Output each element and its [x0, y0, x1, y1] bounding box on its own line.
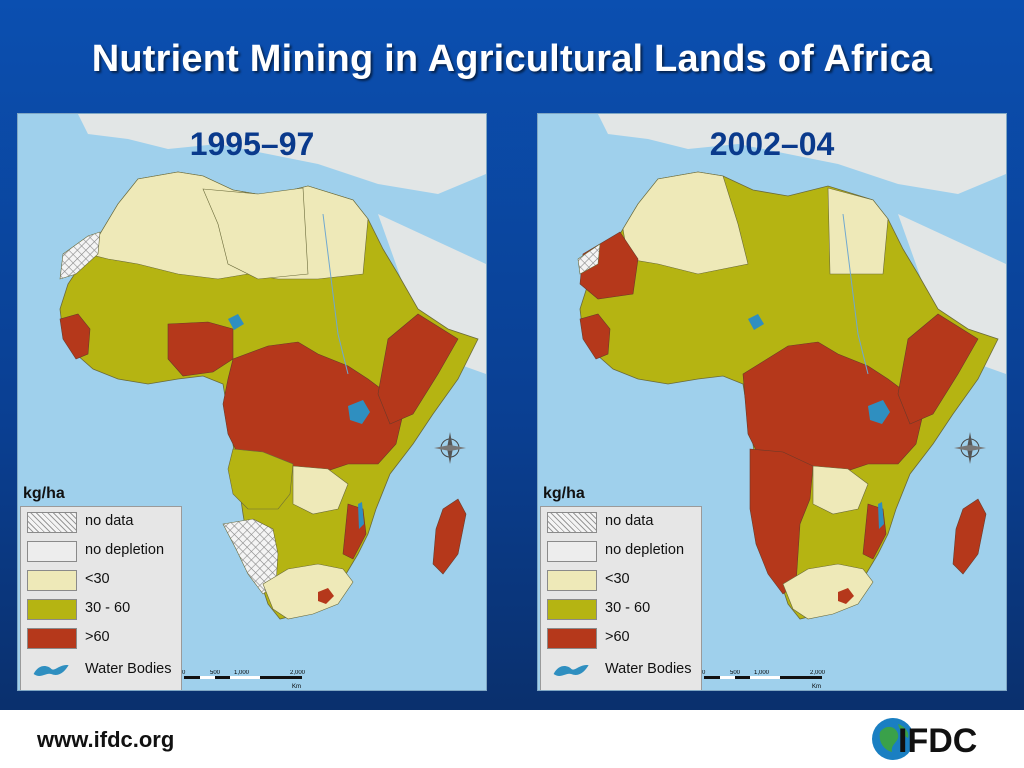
legend-label: <30	[85, 571, 110, 587]
legend-row-water: Water Bodies	[541, 657, 701, 685]
legend-row-no-depletion: no depletion	[21, 538, 181, 566]
legend-row-no-data: no data	[21, 509, 181, 537]
angola-region	[227, 448, 294, 510]
lake-victoria-water	[348, 400, 370, 424]
scale-unit: Km	[812, 684, 821, 690]
legend-row-lt30: <30	[541, 567, 701, 595]
algeria-region	[622, 171, 749, 275]
legend-label: no data	[605, 513, 654, 529]
legend-row-no-data: no data	[541, 509, 701, 537]
lake-chad-water	[228, 314, 244, 330]
water-bodies-icon	[553, 665, 589, 676]
compass-icon	[434, 432, 466, 464]
central-africa-region	[222, 341, 404, 475]
slide-title: Nutrient Mining in Agricultural Lands of…	[91, 38, 933, 80]
south-africa-region	[782, 563, 874, 620]
europe-landmass	[598, 114, 1006, 194]
legend-unit: kg/ha	[543, 485, 585, 502]
swatch-no-depletion	[547, 541, 597, 562]
zambia-region	[812, 465, 869, 515]
south-africa-region	[262, 563, 354, 620]
legend-unit: kg/ha	[23, 485, 65, 502]
legend-label: <30	[605, 571, 630, 587]
swatch-30-60	[547, 599, 597, 620]
legend-row-water: Water Bodies	[21, 657, 181, 685]
legend-row-30-60: 30 - 60	[541, 596, 701, 624]
website-link[interactable]: www.ifdc.org	[37, 727, 175, 752]
guinea-region	[579, 313, 611, 360]
logo-text: IFDC	[898, 722, 977, 760]
east-horn-region	[897, 313, 979, 425]
nile-river	[322, 213, 349, 375]
europe-landmass	[78, 114, 486, 194]
scale-unit: Km	[292, 684, 301, 690]
western-sahara-region	[59, 231, 101, 280]
legend-label: 30 - 60	[85, 600, 131, 616]
legend-label: >60	[605, 629, 630, 645]
legend-label: no depletion	[605, 542, 685, 558]
lake-chad-water	[748, 314, 764, 330]
period-label: 1995–97	[189, 126, 315, 162]
nigeria-region	[167, 321, 234, 377]
libya-region	[202, 187, 309, 280]
legend-label: Water Bodies	[605, 661, 692, 677]
east-horn-region	[377, 313, 459, 425]
swatch-no-data	[27, 512, 77, 533]
swatch-no-data	[547, 512, 597, 533]
legend-row-gt60: >60	[541, 625, 701, 653]
legend-row-lt30: <30	[21, 567, 181, 595]
lake-victoria-water	[868, 400, 890, 424]
legend-row-no-depletion: no depletion	[541, 538, 701, 566]
swatch-gt60	[547, 628, 597, 649]
zambia-region	[292, 465, 349, 515]
swatch-lt30	[547, 570, 597, 591]
water-bodies-icon	[33, 665, 69, 676]
scale-tick: 0	[182, 670, 186, 676]
scale-tick: 2,000	[290, 670, 306, 676]
compass-icon	[954, 432, 986, 464]
scale-bar: 0 500 1,000 2,000 Km	[182, 670, 306, 690]
madagascar-region	[952, 498, 987, 575]
swatch-30-60	[27, 599, 77, 620]
legend-label: no depletion	[85, 542, 165, 558]
map-panel-2002: 2002–04 kg/ha no data no depletion <30 3…	[537, 113, 1007, 691]
scale-tick: 500	[210, 670, 221, 676]
swatch-gt60	[27, 628, 77, 649]
legend-label: >60	[85, 629, 110, 645]
legend-label: no data	[85, 513, 134, 529]
lake-malawi-water	[358, 502, 364, 529]
scale-tick: 500	[730, 670, 741, 676]
egypt-region	[827, 187, 889, 275]
scale-tick: 1,000	[754, 670, 770, 676]
lake-malawi-water	[878, 502, 884, 529]
scale-bar: 0 500 1,000 2,000 Km	[702, 670, 826, 690]
legend-box: no data no depletion <30 30 - 60 >60 Wat…	[540, 506, 702, 690]
scale-tick: 2,000	[810, 670, 826, 676]
map-panel-1995: 1995–97 kg/ha no data no depletion <30 3…	[17, 113, 487, 691]
nile-river	[842, 213, 869, 375]
scale-tick: 0	[702, 670, 706, 676]
guinea-region	[59, 313, 91, 360]
lesotho-region	[838, 588, 854, 604]
western-sahara-region	[577, 243, 601, 275]
legend-label: Water Bodies	[85, 661, 172, 677]
footer-bar: www.ifdc.org IFDC	[0, 710, 1024, 768]
legend-row-30-60: 30 - 60	[21, 596, 181, 624]
ifdc-logo: IFDC	[872, 718, 977, 760]
scale-tick: 1,000	[234, 670, 250, 676]
madagascar-region	[432, 498, 467, 575]
legend-box: no data no depletion <30 30 - 60 >60 Wat…	[20, 506, 182, 690]
swatch-lt30	[27, 570, 77, 591]
legend-label: 30 - 60	[605, 600, 651, 616]
africa-map-2002	[577, 114, 1006, 620]
period-label: 2002–04	[709, 126, 835, 162]
swatch-no-depletion	[27, 541, 77, 562]
africa-map-1995	[59, 114, 486, 620]
legend-row-gt60: >60	[21, 625, 181, 653]
lesotho-region	[318, 588, 334, 604]
